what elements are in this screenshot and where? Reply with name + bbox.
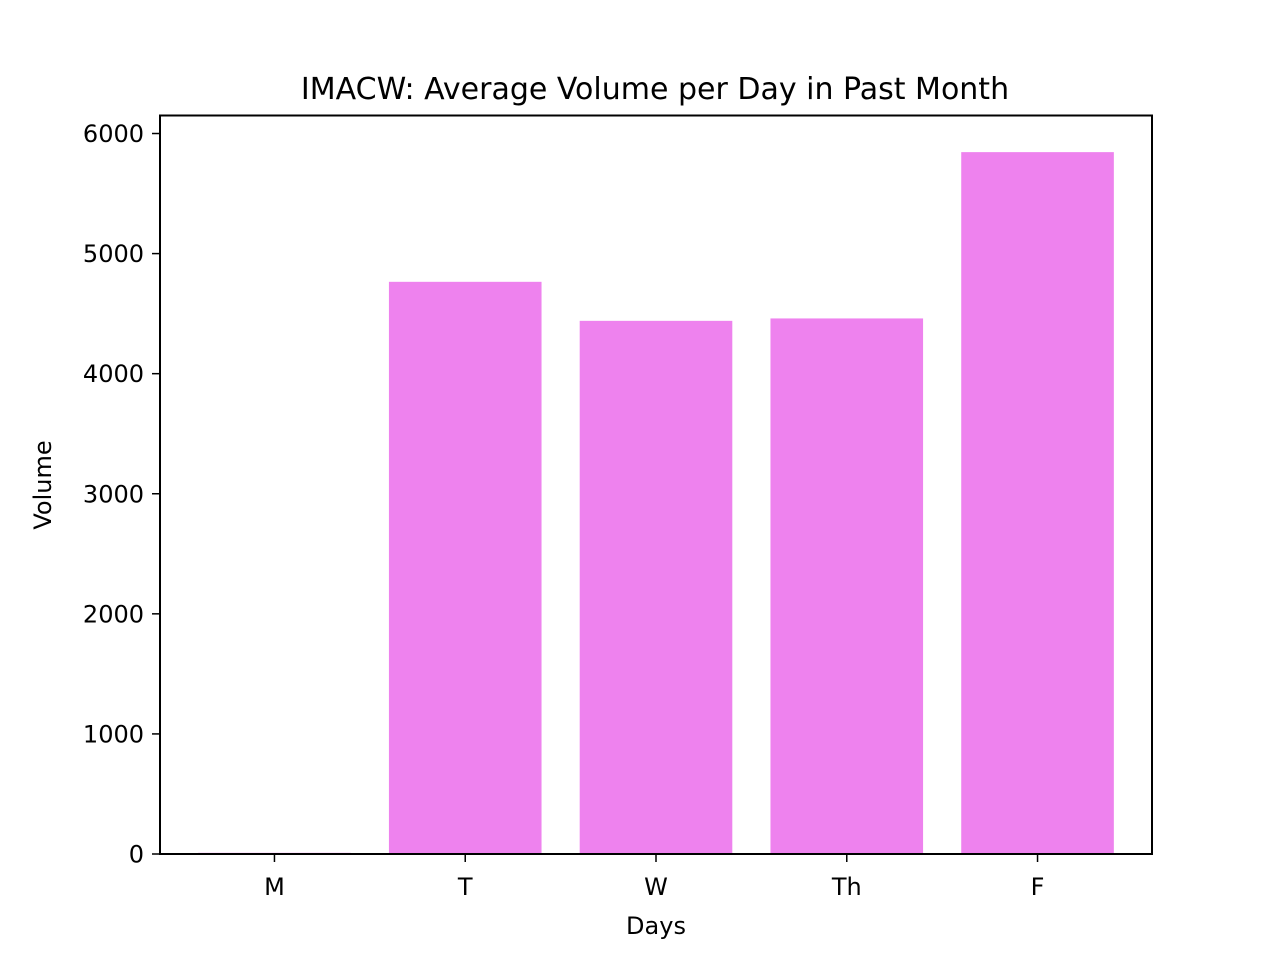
- ticks-layer: M T W Th F 0 1000 2000 3000 4000 5000 6000: [83, 120, 1045, 901]
- y-tick-label: 4000: [83, 360, 144, 388]
- bar-th: [770, 318, 924, 855]
- y-tick-label: 5000: [83, 240, 144, 268]
- x-tick-label: T: [457, 873, 473, 901]
- y-tick-label: 1000: [83, 720, 144, 748]
- x-tick-label: Th: [831, 873, 862, 901]
- y-axis-label: Volume: [29, 440, 57, 529]
- bar-t: [388, 281, 542, 854]
- chart-title: IMACW: Average Volume per Day in Past Mo…: [301, 72, 1009, 107]
- x-tick-label: F: [1031, 873, 1045, 901]
- y-tick-label: 3000: [83, 480, 144, 508]
- y-tick-label: 0: [129, 841, 144, 869]
- bar-w: [579, 320, 733, 855]
- y-tick-label: 2000: [83, 600, 144, 628]
- x-axis-label: Days: [626, 912, 686, 940]
- y-tick-label: 6000: [83, 120, 144, 148]
- x-tick-label: M: [264, 873, 285, 901]
- x-tick-label: W: [644, 873, 668, 901]
- bars-layer: [198, 152, 1114, 855]
- plot-frame: [159, 114, 1153, 855]
- bar-f: [961, 152, 1114, 854]
